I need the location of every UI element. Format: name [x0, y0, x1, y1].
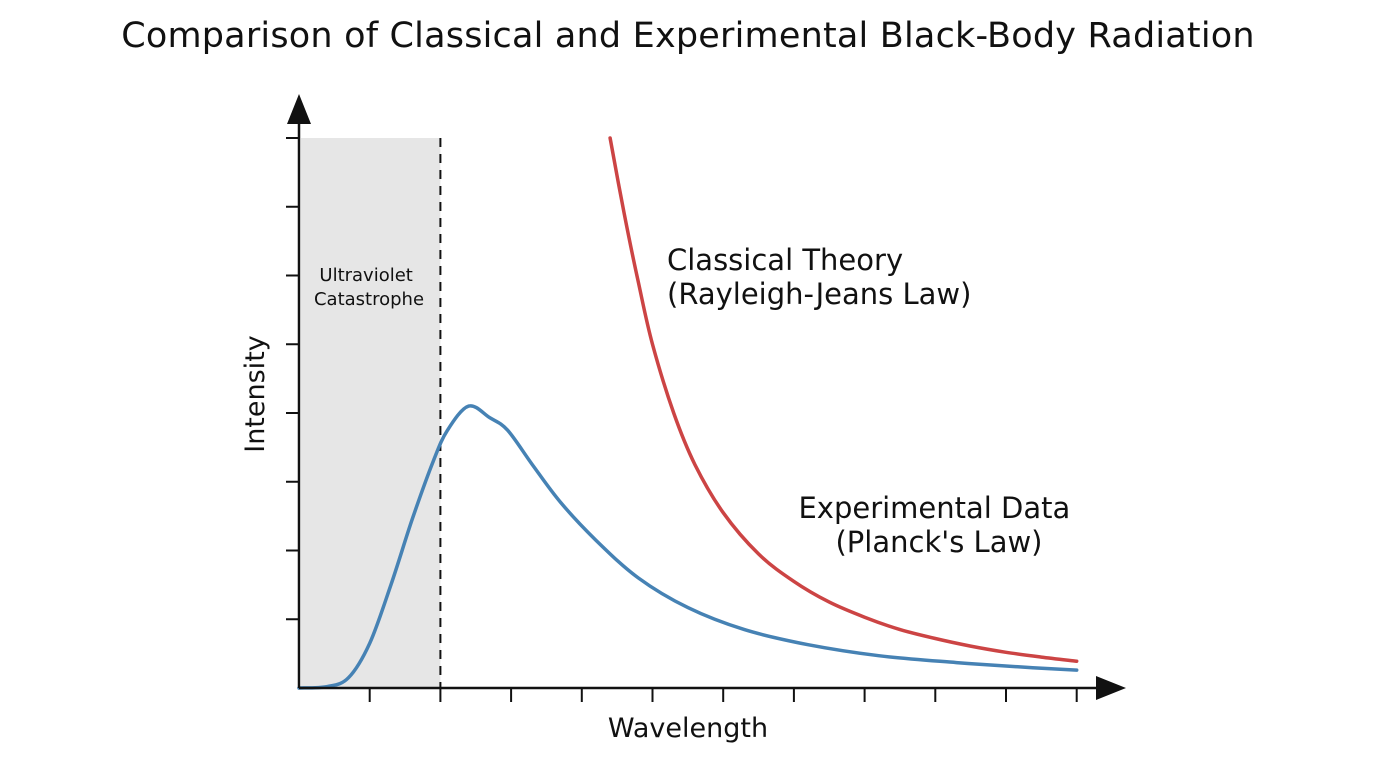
- classical-theory-label: Classical Theory (Rayleigh-Jeans Law): [667, 243, 971, 311]
- region-label-line-2: Catastrophe: [314, 289, 424, 310]
- experimental-data-label: Experimental Data (Planck's Law): [798, 491, 1079, 559]
- data-series: [297, 136, 1079, 690]
- y-axis-label: Intensity: [240, 335, 271, 453]
- classical-theory-label-line-2: (Rayleigh-Jeans Law): [667, 277, 971, 311]
- ultraviolet-catastrophe-region: [301, 138, 441, 688]
- region-label-line-1: Ultraviolet: [319, 265, 412, 286]
- experimental-data-label-line-2: (Planck's Law): [835, 525, 1042, 559]
- axis-ticks: [286, 137, 1078, 702]
- classical-theory-label-line-1: Classical Theory: [667, 243, 903, 277]
- y-axis-arrow: [287, 94, 311, 124]
- x-axis-label: Wavelength: [608, 713, 768, 744]
- chart-title: Comparison of Classical and Experimental…: [121, 16, 1255, 56]
- classical-theory-curve: [608, 136, 1079, 663]
- experimental-data-curve: [297, 404, 1079, 690]
- x-axis-arrow: [1096, 676, 1126, 700]
- experimental-data-label-line-1: Experimental Data: [798, 491, 1070, 525]
- region-label: Ultraviolet Catastrophe: [314, 265, 424, 310]
